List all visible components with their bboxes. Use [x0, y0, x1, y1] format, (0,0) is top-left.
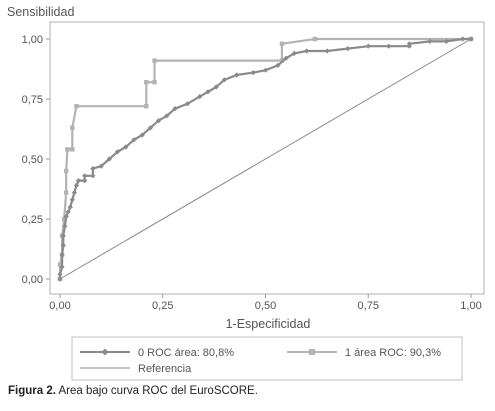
series-0-point: [60, 233, 66, 239]
series-0-point: [172, 106, 178, 112]
series-1-point: [61, 216, 67, 222]
series-0-point: [205, 89, 211, 95]
y-tick-label: 0,00: [22, 274, 43, 286]
series-0-point: [324, 48, 330, 54]
series-1-point: [65, 147, 70, 152]
series-0-point: [386, 43, 392, 49]
legend-reference-label: Referencia: [138, 363, 192, 375]
series-1-point: [144, 80, 149, 85]
series-0-point: [65, 209, 71, 215]
series-0-point: [291, 50, 297, 56]
series-0-point: [69, 197, 75, 203]
series-0-point: [250, 70, 256, 76]
series-0-point: [460, 36, 466, 42]
series-1-point: [63, 168, 69, 174]
series-0-point: [184, 101, 191, 107]
series-1-point: [279, 41, 285, 46]
series-0-point: [156, 118, 162, 124]
series-1-point: [312, 36, 318, 42]
series-0-point: [345, 46, 351, 52]
x-axis: 0,00 0,25 0,50 0,75 1,00: [49, 294, 482, 312]
y-tick-label: 0,50: [22, 154, 43, 166]
series-0-point: [443, 38, 449, 44]
series-layer: [57, 36, 474, 282]
y-axis: 0,00 0,25 0,50 0,75 1,00: [22, 34, 50, 286]
x-axis-title: 1-Especificidad: [226, 317, 311, 331]
series-0-point: [59, 252, 65, 258]
x-tick-label: 0,25: [152, 300, 173, 312]
series-0-point: [62, 223, 68, 229]
series-0-point: [197, 94, 203, 100]
series-0-point: [98, 163, 104, 169]
y-axis-title: Sensibilidad: [7, 5, 74, 19]
x-tick-label: 0,00: [49, 300, 70, 312]
series-0-point: [275, 62, 281, 68]
legend-series0-label: 0 ROC área: 80,8%: [138, 347, 234, 359]
series-0-point: [164, 113, 170, 119]
series-1-point: [74, 104, 79, 109]
series-0-point: [213, 84, 219, 90]
series-1-point: [70, 125, 75, 130]
series-0-point: [90, 173, 96, 179]
series-0-point: [147, 125, 154, 131]
series-0-point: [427, 38, 433, 44]
legend-box: [71, 336, 463, 381]
series-1-point: [152, 80, 157, 85]
series-0-point: [57, 271, 63, 277]
series-0-point: [406, 41, 412, 47]
legend-series1-label: 1 área ROC: 90,3%: [345, 347, 441, 359]
legend: 0 ROC área: 80,8% 1 área ROC: 90,3% Refe…: [71, 336, 463, 381]
series-0: [57, 36, 474, 282]
series-0-point: [82, 178, 88, 184]
series-1-point: [57, 262, 63, 267]
series-0-point: [73, 182, 80, 188]
figure-caption: Figura 2. Area bajo curva ROC del EuroSC…: [8, 385, 258, 397]
series-0-point: [262, 67, 269, 73]
series-0-point: [75, 178, 82, 184]
series-1-point: [144, 104, 149, 109]
x-tick-label: 1,00: [460, 300, 481, 312]
series-0-point: [123, 144, 129, 150]
series-0-point: [365, 43, 371, 49]
series-0-point: [106, 156, 112, 162]
caption-text: Area bajo curva ROC del EuroSCORE.: [55, 385, 258, 397]
x-tick-label: 0,50: [255, 300, 276, 312]
series-0-point: [468, 36, 474, 42]
series-0-point: [63, 214, 69, 220]
series-0-point: [90, 166, 96, 172]
series-0-point: [59, 264, 65, 270]
y-tick-label: 0,25: [22, 214, 43, 226]
y-tick-label: 0,75: [22, 94, 43, 106]
series-1-point: [152, 58, 157, 63]
x-tick-label: 0,75: [358, 300, 379, 312]
legend-series0-marker: [101, 348, 109, 356]
y-tick-label: 1,00: [22, 34, 43, 46]
series-0-point: [283, 55, 289, 61]
series-0-point: [234, 72, 240, 78]
legend-series1-marker: [309, 349, 315, 355]
series-1-point: [63, 190, 69, 195]
series-0-point: [67, 204, 73, 210]
series-0-point: [139, 132, 145, 138]
reference-line: [59, 38, 472, 280]
series-1-point: [70, 147, 75, 152]
roc-chart: Sensibilidad 0,000,250,500,751,00 0,00 0,…: [7, 5, 485, 381]
series-0-point: [71, 190, 77, 196]
series-0-point: [57, 276, 63, 282]
caption-label: Figura 2.: [8, 385, 56, 397]
series-0-point: [304, 48, 310, 54]
plot-frame: [49, 21, 485, 295]
series-0-point: [114, 149, 121, 155]
series-0-point: [60, 242, 66, 248]
series-0-point: [221, 77, 227, 83]
series-0-point: [131, 137, 137, 143]
series-0-point: [82, 173, 88, 179]
